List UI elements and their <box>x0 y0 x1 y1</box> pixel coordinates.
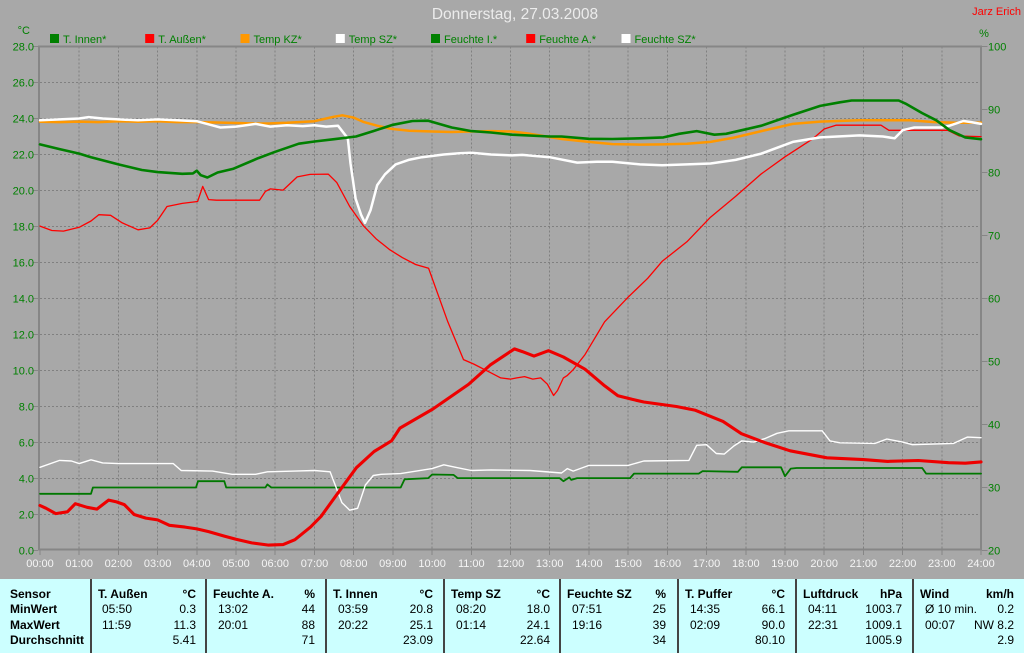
svg-text:90: 90 <box>988 105 1000 117</box>
svg-text:50: 50 <box>988 357 1000 369</box>
svg-text:30: 30 <box>988 483 1000 495</box>
svg-text:16:00: 16:00 <box>654 558 682 570</box>
svg-text:24.0: 24.0 <box>13 114 34 126</box>
svg-text:12.0: 12.0 <box>13 330 34 342</box>
svg-text:Jarz Erich: Jarz Erich <box>972 6 1021 18</box>
svg-text:18:00: 18:00 <box>732 558 760 570</box>
svg-text:°C: °C <box>18 25 30 37</box>
svg-text:20: 20 <box>988 546 1000 558</box>
svg-text:Feuchte I.*: Feuchte I.* <box>444 34 498 46</box>
svg-text:05:00: 05:00 <box>222 558 250 570</box>
svg-text:100: 100 <box>988 42 1006 54</box>
svg-text:13:00: 13:00 <box>536 558 564 570</box>
svg-text:12:00: 12:00 <box>497 558 525 570</box>
svg-text:Temp KZ*: Temp KZ* <box>254 34 303 46</box>
svg-text:40: 40 <box>988 420 1000 432</box>
svg-text:%: % <box>979 28 989 40</box>
svg-text:17:00: 17:00 <box>693 558 721 570</box>
svg-text:20:00: 20:00 <box>810 558 838 570</box>
svg-text:80: 80 <box>988 168 1000 180</box>
svg-text:14:00: 14:00 <box>575 558 603 570</box>
svg-text:07:00: 07:00 <box>301 558 329 570</box>
svg-text:Feuchte A.*: Feuchte A.* <box>539 34 597 46</box>
svg-text:01:00: 01:00 <box>65 558 93 570</box>
svg-text:16.0: 16.0 <box>13 258 34 270</box>
svg-text:15:00: 15:00 <box>614 558 642 570</box>
svg-text:Temp SZ*: Temp SZ* <box>349 34 398 46</box>
svg-text:08:00: 08:00 <box>340 558 368 570</box>
svg-text:60: 60 <box>988 294 1000 306</box>
svg-text:09:00: 09:00 <box>379 558 407 570</box>
svg-text:4.0: 4.0 <box>19 474 34 486</box>
svg-text:18.0: 18.0 <box>13 222 34 234</box>
svg-text:6.0: 6.0 <box>19 438 34 450</box>
svg-text:Donnerstag, 27.03.2008: Donnerstag, 27.03.2008 <box>432 6 598 23</box>
svg-text:22.0: 22.0 <box>13 150 34 162</box>
svg-text:22:00: 22:00 <box>889 558 917 570</box>
svg-text:28.0: 28.0 <box>13 42 34 54</box>
svg-text:02:00: 02:00 <box>105 558 133 570</box>
svg-text:21:00: 21:00 <box>850 558 878 570</box>
svg-text:10.0: 10.0 <box>13 366 34 378</box>
svg-text:14.0: 14.0 <box>13 294 34 306</box>
svg-text:19:00: 19:00 <box>771 558 799 570</box>
svg-text:T. Innen*: T. Innen* <box>63 34 107 46</box>
svg-text:2.0: 2.0 <box>19 510 34 522</box>
svg-text:Feuchte SZ*: Feuchte SZ* <box>635 34 697 46</box>
svg-text:70: 70 <box>988 231 1000 243</box>
svg-text:06:00: 06:00 <box>261 558 289 570</box>
svg-text:0.0: 0.0 <box>19 546 34 558</box>
svg-text:00:00: 00:00 <box>26 558 54 570</box>
svg-text:26.0: 26.0 <box>13 78 34 90</box>
svg-text:T. Außen*: T. Außen* <box>158 34 206 46</box>
svg-text:8.0: 8.0 <box>19 402 34 414</box>
svg-text:04:00: 04:00 <box>183 558 211 570</box>
svg-text:10:00: 10:00 <box>418 558 446 570</box>
svg-text:24:00: 24:00 <box>967 558 995 570</box>
svg-text:23:00: 23:00 <box>928 558 956 570</box>
svg-text:03:00: 03:00 <box>144 558 172 570</box>
svg-text:11:00: 11:00 <box>458 558 485 570</box>
svg-text:20.0: 20.0 <box>13 186 34 198</box>
